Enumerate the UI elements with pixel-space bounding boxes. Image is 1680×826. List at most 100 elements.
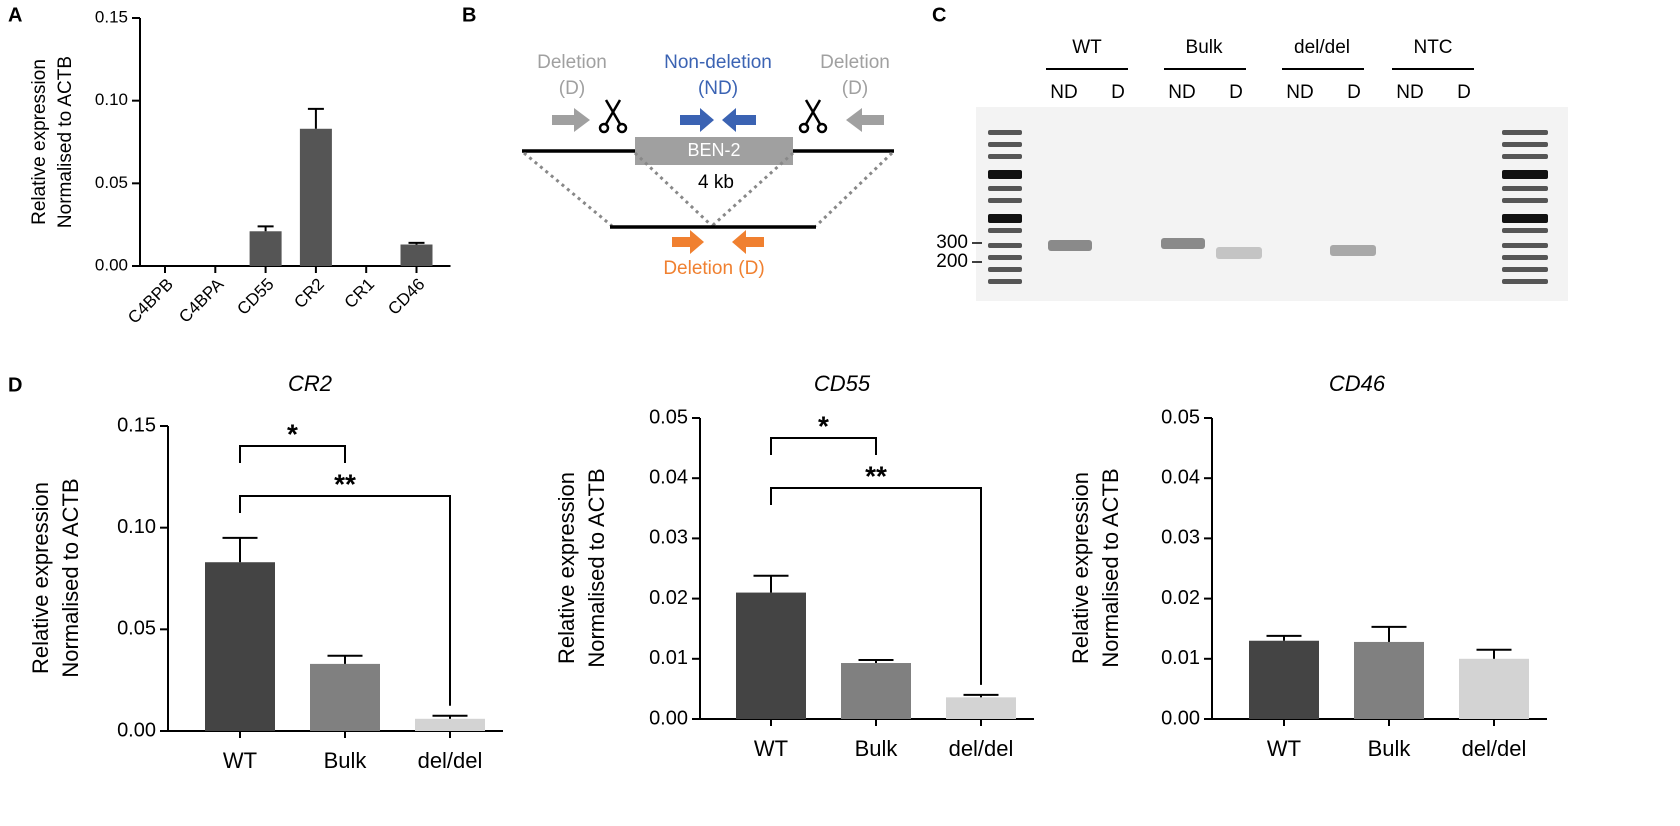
gel-panel: WT Bulk del/del NTC ND D ND D ND D ND D … <box>936 37 1568 301</box>
primer-label: (D) <box>559 78 585 99</box>
y-axis-label: Normalised to ACTB <box>55 56 76 228</box>
bar <box>841 663 911 719</box>
y-tick-label: 0.04 <box>649 466 688 488</box>
x-tick-label: C4BPA <box>175 274 227 326</box>
marker-label: 200 <box>936 251 968 272</box>
y-tick-label: 0.03 <box>1161 527 1200 549</box>
gel-group: NTC <box>1413 37 1452 58</box>
arrow <box>552 108 590 132</box>
x-tick-label: WT <box>223 748 257 773</box>
bar <box>299 128 332 266</box>
gel-group: Bulk <box>1186 37 1223 58</box>
panel-label: B <box>462 4 476 26</box>
arrow <box>680 108 714 132</box>
x-tick-label: del/del <box>1462 736 1527 761</box>
y-axis-label: Relative expression <box>554 472 579 664</box>
y-tick-label: 0.03 <box>649 527 688 549</box>
ladder-band <box>1502 170 1548 179</box>
bands <box>1048 238 1376 259</box>
x-tick-label: CD46 <box>384 275 428 319</box>
lane-label: ND <box>1286 82 1313 103</box>
size-label: 4 kb <box>698 172 734 193</box>
y-axis-label: Normalised to ACTB <box>58 478 83 677</box>
bar <box>1354 641 1424 719</box>
x-tick-label: Bulk <box>855 736 899 761</box>
ladder-band <box>1502 267 1548 272</box>
ladder-band <box>1502 243 1548 248</box>
arrow <box>732 230 764 254</box>
ladder-band <box>1502 130 1548 135</box>
significance-label: ** <box>865 460 887 491</box>
ladder-band <box>988 154 1022 159</box>
y-tick-label: 0.00 <box>1161 707 1200 729</box>
y-tick-label: 0.00 <box>117 719 156 741</box>
diagram: Deletion (D) Non-deletion (ND) Deletion … <box>522 52 894 279</box>
lane-label: D <box>1111 82 1125 103</box>
ladder-band <box>1502 198 1548 203</box>
y-axis-label: Relative expression <box>28 482 53 674</box>
ladder-band <box>988 214 1022 223</box>
scissors <box>798 99 828 134</box>
y-tick-label: 0.00 <box>95 255 128 274</box>
chart-title: CR2 <box>288 371 332 396</box>
significance-bracket <box>239 495 451 706</box>
bar <box>249 231 282 266</box>
primer-label: Deletion <box>537 52 607 73</box>
x-tick-label: CR1 <box>341 275 378 312</box>
significance-label: * <box>818 410 829 441</box>
lane-label: D <box>1347 82 1361 103</box>
panel-label: D <box>8 374 22 396</box>
ladder-band <box>988 198 1022 203</box>
significance-bracket <box>239 445 346 463</box>
panel-label: A <box>8 4 22 26</box>
lane-label: ND <box>1396 82 1423 103</box>
ladder-band <box>988 228 1022 233</box>
significance-bracket <box>770 487 982 685</box>
bar <box>946 697 1016 719</box>
primer-label: (D) <box>842 78 868 99</box>
ladder-band <box>1502 142 1548 147</box>
ladder-band <box>988 279 1022 284</box>
gel-group: WT <box>1072 37 1102 58</box>
y-tick-label: 0.10 <box>95 90 128 109</box>
y-tick-label: 0.05 <box>1161 406 1200 428</box>
bar <box>400 244 433 266</box>
significance-bracket <box>770 437 877 455</box>
ladder-band <box>1502 255 1548 260</box>
bar <box>310 663 380 731</box>
x-tick-label: Bulk <box>1368 736 1412 761</box>
ladder-band <box>988 170 1022 179</box>
lane-label: D <box>1457 82 1471 103</box>
ladder-band <box>988 130 1022 135</box>
x-tick-label: WT <box>1267 736 1301 761</box>
y-axis-label: Normalised to ACTB <box>1098 468 1123 667</box>
arrow <box>722 108 756 132</box>
lane-label: D <box>1229 82 1243 103</box>
x-tick-label: CR2 <box>290 275 327 312</box>
y-tick-label: 0.05 <box>649 406 688 428</box>
bar <box>415 718 485 731</box>
scissors <box>598 99 628 134</box>
y-axis-label: Relative expression <box>29 59 50 225</box>
y-tick-label: 0.05 <box>95 173 128 192</box>
ladder-band <box>1502 154 1548 159</box>
bar <box>1459 658 1529 719</box>
x-tick-label: WT <box>754 736 788 761</box>
lane-label: ND <box>1168 82 1195 103</box>
y-axis-label: Relative expression <box>1068 472 1093 664</box>
panel-labels: A B C D <box>8 4 946 396</box>
y-tick-label: 0.01 <box>1161 647 1200 669</box>
ladder-band <box>1502 186 1548 191</box>
ladder-band <box>988 142 1022 147</box>
ladder-band <box>988 255 1022 260</box>
bar <box>205 562 275 731</box>
marker-label: 300 <box>936 232 968 253</box>
chart-title: CD46 <box>1329 371 1386 396</box>
y-tick-label: 0.02 <box>1161 587 1200 609</box>
y-tick-label: 0.04 <box>1161 466 1200 488</box>
ladder-band <box>1502 214 1548 223</box>
ladder-band <box>988 243 1022 248</box>
lane-label: ND <box>1050 82 1077 103</box>
significance-label: * <box>287 418 298 449</box>
